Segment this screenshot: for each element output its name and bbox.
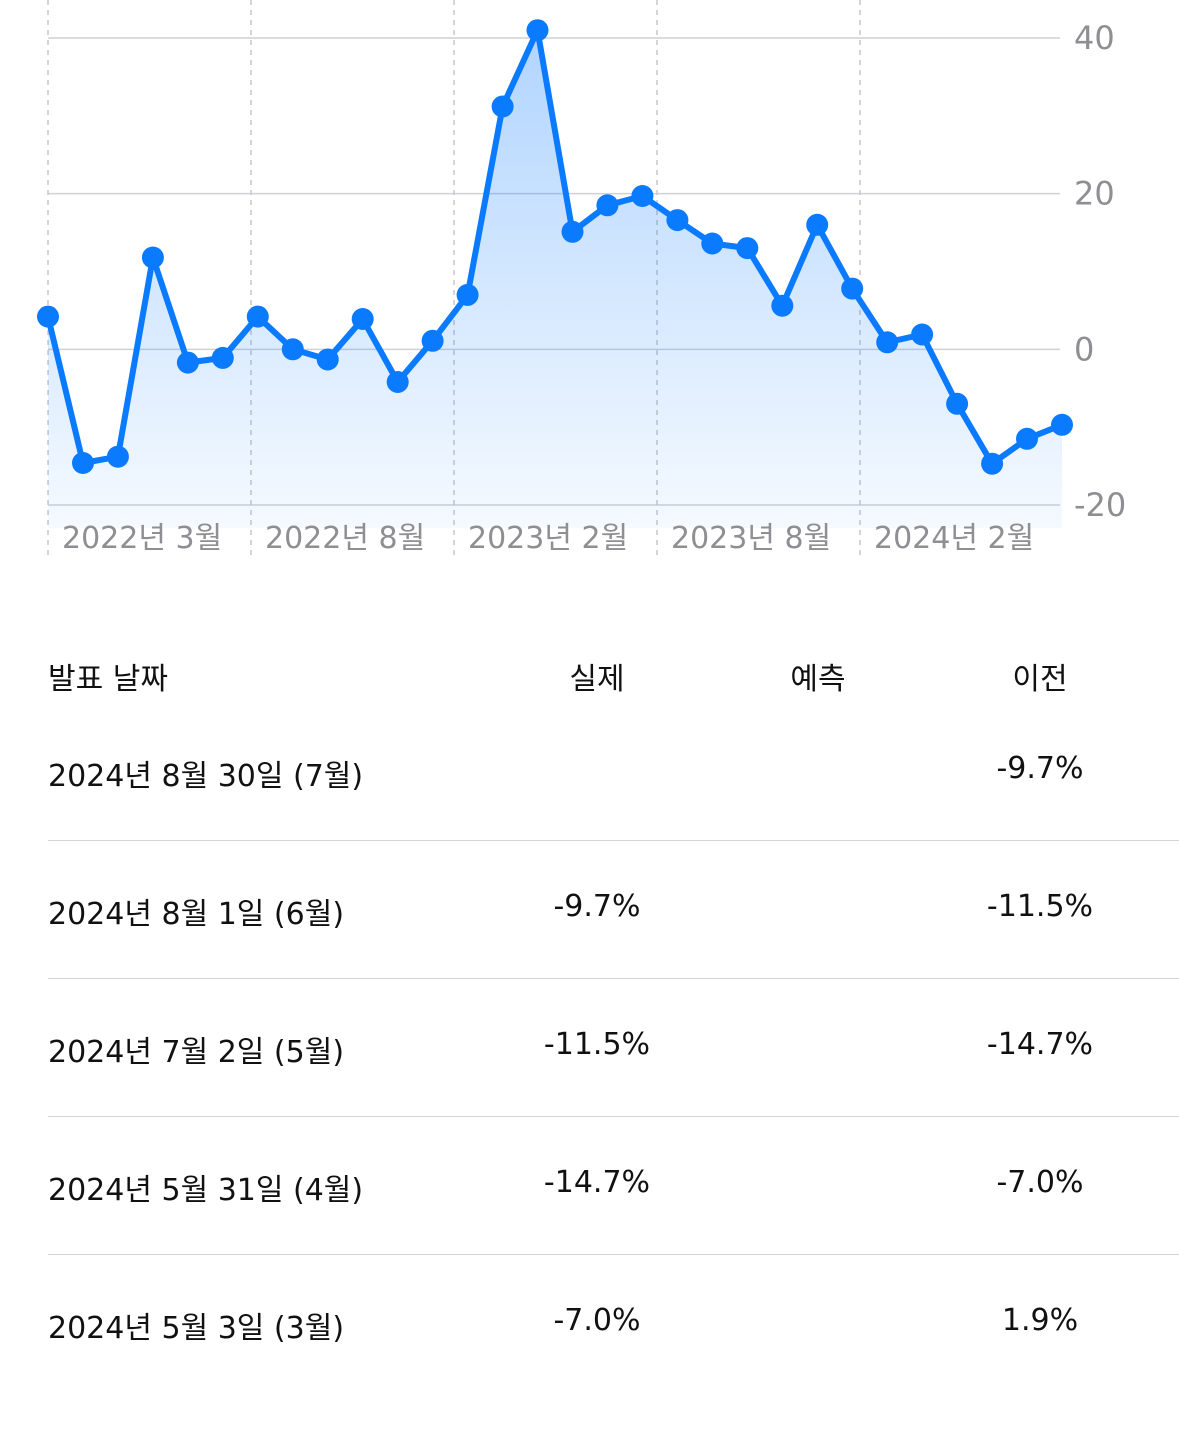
row-date: 2024년 5월 31일 (4월)	[48, 1173, 364, 1208]
header-previous: 이전	[1012, 662, 1068, 697]
row-previous: -9.7%	[996, 751, 1084, 786]
data-point	[246, 305, 269, 328]
x-tick-label: 2023년 8월	[671, 521, 831, 556]
table-row: 2024년 5월 31일 (4월) -14.7% -7.0%	[48, 1117, 1179, 1255]
data-point	[386, 371, 409, 393]
row-date: 2024년 5월 3일 (3월)	[48, 1311, 345, 1346]
x-tick-label: 2023년 2월	[468, 521, 628, 556]
data-point	[526, 19, 549, 42]
data-point	[841, 277, 864, 300]
row-previous: -14.7%	[986, 1027, 1094, 1062]
row-previous: 1.9%	[1001, 1303, 1079, 1338]
chart-points	[37, 19, 1073, 475]
y-tick-label: -20	[1074, 486, 1126, 524]
y-tick-label: 0	[1074, 330, 1094, 368]
data-point	[141, 246, 164, 269]
header-actual: 실제	[569, 662, 625, 697]
x-tick-label: 2024년 2월	[874, 521, 1034, 556]
data-point	[316, 348, 339, 371]
data-point	[491, 95, 514, 118]
row-previous: -11.5%	[986, 889, 1094, 924]
data-point	[211, 346, 234, 369]
y-tick-label: 20	[1074, 175, 1115, 213]
data-point	[561, 220, 584, 243]
table-row: 2024년 8월 1일 (6월) -9.7% -11.5%	[48, 841, 1179, 979]
header-date: 발표 날짜	[48, 662, 168, 697]
data-point	[456, 283, 479, 306]
data-point	[981, 452, 1004, 475]
x-tick-label: 2022년 8월	[265, 521, 425, 556]
data-point	[736, 237, 759, 260]
release-table: 발표 날짜 실제 예측 이전 2024년 8월 30일 (7월) -9.7% 2…	[48, 630, 1179, 1392]
data-point	[946, 392, 969, 415]
data-point	[421, 329, 444, 352]
data-point	[281, 338, 304, 361]
table-row: 2024년 5월 3일 (3월) -7.0% 1.9%	[48, 1255, 1179, 1392]
row-date: 2024년 7월 2일 (5월)	[48, 1035, 345, 1070]
row-date: 2024년 8월 30일 (7월)	[48, 759, 364, 794]
table-row: 2024년 8월 30일 (7월) -9.7%	[48, 720, 1179, 841]
data-point	[37, 305, 59, 328]
x-tick-label: 2022년 3월	[62, 521, 222, 556]
chart-area-fill	[48, 30, 1062, 528]
data-point	[666, 209, 689, 232]
data-point	[771, 294, 794, 317]
data-point	[911, 323, 934, 346]
data-point	[631, 185, 654, 207]
data-point	[701, 232, 724, 255]
data-point	[106, 445, 129, 468]
table-header: 발표 날짜 실제 예측 이전	[48, 630, 1179, 720]
header-forecast: 예측	[790, 662, 846, 697]
data-point	[72, 452, 94, 474]
y-axis-labels: 40 20 0 -20	[1074, 19, 1126, 524]
data-point	[806, 213, 829, 236]
line-chart: 40 20 0 -20 2022년 3월 2022년 8월 2023년 2월 2023년 8…	[37, 0, 1126, 558]
row-previous: -7.0%	[996, 1165, 1084, 1200]
data-point	[596, 194, 619, 217]
x-axis-labels: 2022년 3월 2022년 8월 2023년 2월 2023년 8월 2024년 2월	[62, 521, 1034, 556]
data-point	[351, 308, 374, 330]
table-row: 2024년 7월 2일 (5월) -11.5% -14.7%	[48, 979, 1179, 1117]
row-date: 2024년 8월 1일 (6월)	[48, 897, 345, 932]
row-actual: -9.7%	[553, 889, 641, 924]
row-actual: -7.0%	[553, 1303, 641, 1338]
row-actual: -11.5%	[543, 1027, 651, 1062]
data-point	[876, 331, 899, 354]
row-actual: -14.7%	[543, 1165, 651, 1200]
y-tick-label: 40	[1074, 19, 1115, 57]
data-point	[1016, 427, 1038, 450]
data-point	[176, 351, 199, 374]
data-point	[1051, 413, 1073, 436]
